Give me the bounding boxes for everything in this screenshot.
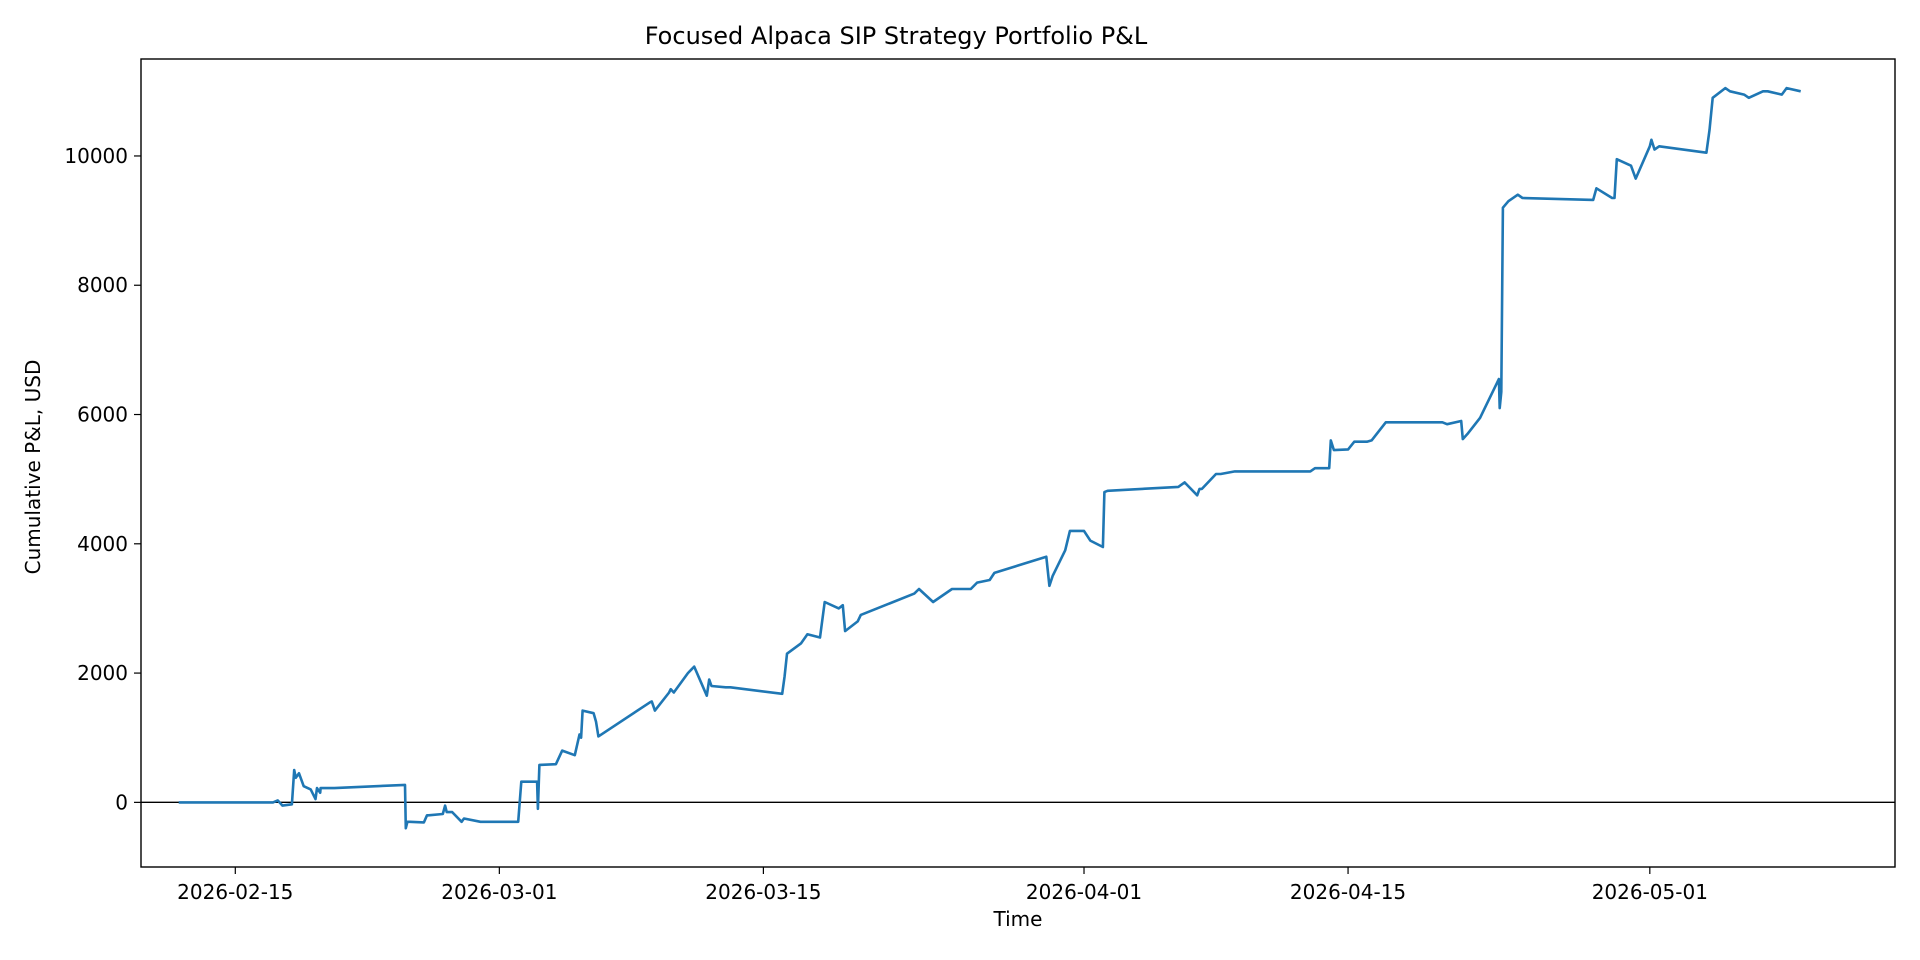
y-tick-label: 2000	[77, 661, 128, 685]
y-tick-label: 6000	[77, 403, 128, 427]
y-tick-label: 0	[115, 790, 128, 814]
x-tick-label: 2026-04-15	[1290, 880, 1406, 904]
x-axis-label: Time	[993, 907, 1043, 931]
axes-frame	[140, 58, 1896, 868]
chart-title: Focused Alpaca SIP Strategy Portfolio P&…	[645, 22, 1148, 50]
x-tick-label: 2026-04-01	[1026, 880, 1142, 904]
x-tick-label: 2026-05-01	[1592, 880, 1708, 904]
pnl-series-line	[178, 86, 1801, 830]
x-tick-label: 2026-03-01	[441, 880, 557, 904]
y-tick-label: 10000	[64, 144, 128, 168]
x-tick-label: 2026-02-15	[177, 880, 293, 904]
y-tick-label: 4000	[77, 532, 128, 556]
y-tick-label: 8000	[77, 273, 128, 297]
x-tick-label: 2026-03-15	[705, 880, 821, 904]
y-axis-label: Cumulative P&L, USD	[21, 360, 45, 575]
plot-area: 0 2000 4000 6000 8000 10000 2026-02-15 2026-03-…	[64, 58, 1896, 904]
